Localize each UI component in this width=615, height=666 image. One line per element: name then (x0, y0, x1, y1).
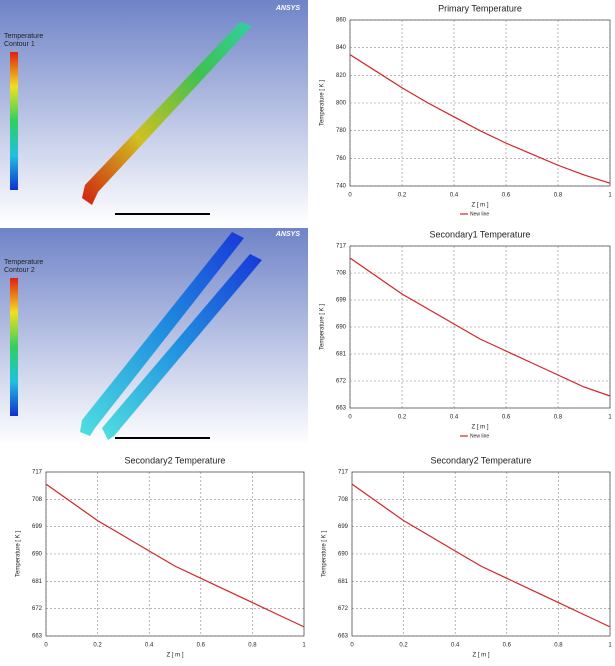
x-tick-label: 0.4 (450, 193, 459, 199)
x-axis-label: Z [ m ] (472, 203, 489, 209)
y-tick-label: 717 (32, 470, 43, 476)
x-tick-label: 0.6 (502, 193, 511, 199)
y-tick-label: 699 (338, 524, 349, 530)
y-tick-label: 699 (32, 524, 43, 530)
y-tick-label: 690 (338, 552, 349, 558)
legend-label: New line (470, 211, 489, 217)
y-tick-label: 681 (336, 352, 347, 358)
x-tick-label: 0.2 (398, 415, 407, 421)
chart: Secondary2 Temperature 663 672 681 690 699 708… (16, 455, 307, 658)
chart: Secondary1 Temperature 663 672 681 690 699 708… (320, 229, 613, 439)
data-line (46, 484, 304, 627)
chart-title: Secondary2 Temperature (431, 455, 532, 465)
x-tick-label: 0 (350, 643, 354, 649)
logo: ANSYS (275, 231, 300, 238)
chart-title: Primary Temperature (438, 3, 522, 13)
y-tick-label: 820 (336, 73, 347, 79)
legend-subtitle: Contour 2 (4, 267, 35, 274)
x-tick-label: 0 (348, 415, 352, 421)
x-tick-label: 0.2 (399, 643, 408, 649)
color-bar (10, 52, 18, 190)
x-tick-label: 0.8 (554, 193, 563, 199)
y-axis-label: Temperature [ K ] (322, 531, 328, 577)
x-tick-label: 0.6 (503, 643, 512, 649)
y-tick-label: 672 (336, 379, 347, 385)
legend-title: Temperature (4, 259, 43, 266)
y-tick-label: 672 (338, 606, 349, 612)
legend-label: New line (470, 433, 489, 439)
x-axis-label: Z [ m ] (473, 653, 490, 659)
x-tick-label: 0.2 (398, 193, 407, 199)
legend-title: Temperature (4, 33, 43, 40)
x-tick-label: 0.8 (554, 415, 563, 421)
legend-subtitle: Contour 1 (4, 41, 35, 48)
x-tick-label: 0.6 (197, 643, 206, 649)
y-tick-label: 681 (338, 579, 349, 585)
screenshot: Temperature Contour 1 ANSYS Temperature … (0, 0, 615, 666)
y-tick-label: 708 (338, 497, 349, 503)
y-tick-label: 760 (336, 156, 347, 162)
y-tick-label: 717 (336, 244, 347, 250)
chart: Secondary2 Temperature 663 672 681 690 699 708… (322, 455, 613, 658)
x-tick-label: 0 (348, 193, 352, 199)
y-tick-label: 699 (336, 298, 347, 304)
y-tick-label: 840 (336, 45, 347, 51)
y-tick-label: 800 (336, 101, 347, 107)
y-tick-label: 690 (32, 552, 43, 558)
x-tick-label: 0.4 (450, 415, 459, 421)
chart-title: Secondary1 Temperature (430, 229, 531, 239)
x-tick-label: 0.6 (502, 415, 511, 421)
x-tick-label: 0.4 (451, 643, 460, 649)
y-tick-label: 717 (338, 470, 349, 476)
y-axis-label: Temperature [ K ] (320, 80, 326, 126)
x-axis-label: Z [ m ] (472, 425, 489, 431)
x-tick-label: 0.8 (554, 643, 563, 649)
chart: Primary Temperature 740 760 780 800 820 840 860… (320, 3, 613, 217)
y-axis-label: Temperature [ K ] (16, 531, 22, 577)
x-tick-label: 0.4 (145, 643, 154, 649)
x-tick-label: 1 (608, 643, 612, 649)
data-line (352, 484, 610, 627)
contour-panel: Temperature Contour 1 ANSYS (0, 0, 308, 225)
y-tick-label: 780 (336, 128, 347, 134)
y-tick-label: 681 (32, 579, 43, 585)
x-tick-label: 1 (608, 193, 612, 199)
x-tick-label: 0.2 (93, 643, 102, 649)
y-tick-label: 708 (32, 497, 43, 503)
contour-panel: Temperature Contour 2 ANSYS (0, 228, 308, 445)
y-tick-label: 740 (336, 184, 347, 190)
color-bar (10, 278, 18, 416)
y-tick-label: 708 (336, 271, 347, 277)
chart-title: Secondary2 Temperature (125, 455, 226, 465)
y-tick-label: 672 (32, 606, 43, 612)
y-tick-label: 663 (32, 634, 43, 640)
y-tick-label: 663 (338, 634, 349, 640)
y-axis-label: Temperature [ K ] (320, 304, 326, 350)
logo: ANSYS (275, 5, 300, 12)
y-tick-label: 860 (336, 18, 347, 24)
y-tick-label: 663 (336, 406, 347, 412)
x-tick-label: 0 (44, 643, 48, 649)
x-tick-label: 1 (302, 643, 306, 649)
x-axis-label: Z [ m ] (167, 653, 184, 659)
data-line (350, 55, 610, 184)
x-tick-label: 1 (608, 415, 612, 421)
y-tick-label: 690 (336, 325, 347, 331)
x-tick-label: 0.8 (248, 643, 257, 649)
